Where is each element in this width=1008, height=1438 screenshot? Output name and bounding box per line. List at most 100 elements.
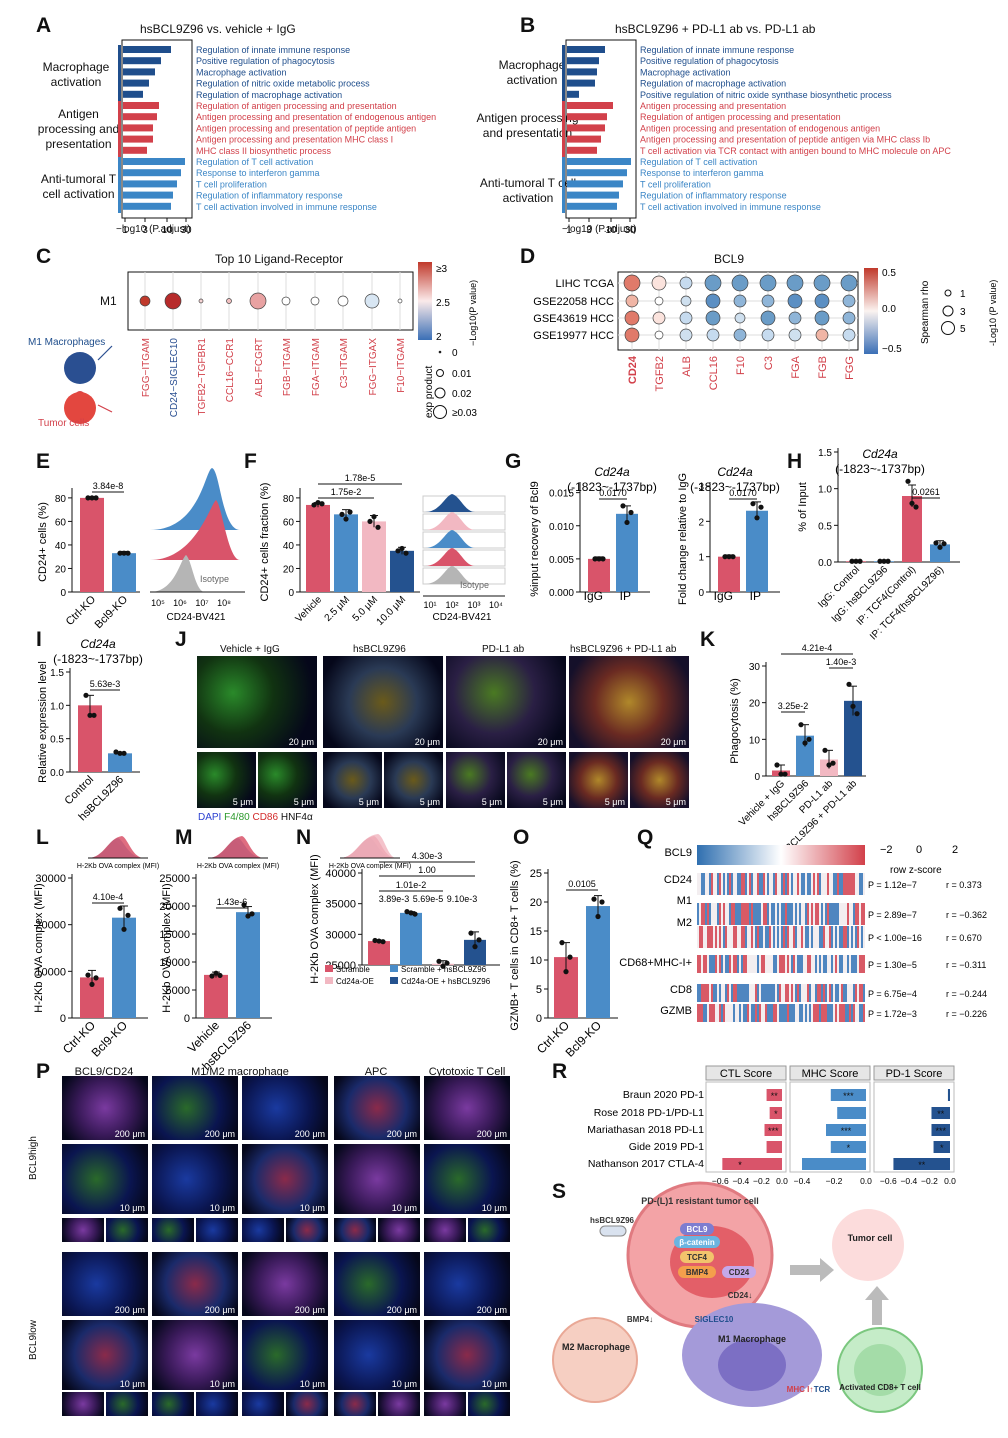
hm-cell-1-35 [767, 903, 769, 925]
hm-cell-2-63 [823, 926, 825, 948]
panel-letter-l: L [36, 826, 49, 849]
n-legend-label-0: Scramble [336, 965, 370, 974]
hm-cell-2-9 [715, 926, 717, 948]
y-tick-label-3: 60 [283, 517, 295, 528]
hm-cell-4-59 [815, 984, 817, 1002]
scale-label: 200 μm [204, 1129, 235, 1139]
q-r-5: r = −0.226 [946, 1009, 987, 1019]
panel-j-title-1: Vehicle + IgG [220, 644, 280, 655]
size-legend-dot-2 [941, 321, 955, 335]
y-tick-label-1: 5000 [166, 985, 190, 997]
s-label-6: CD24 [729, 1268, 750, 1277]
hm-cell-5-33 [763, 1004, 765, 1022]
y-tick-label-1: 20 [283, 564, 295, 575]
hm-cell-0-14 [725, 873, 727, 895]
hm-cell-3-6 [709, 955, 711, 973]
hm-cell-5-30 [757, 1004, 759, 1022]
hm-cell-2-1 [699, 926, 701, 948]
corr-dot-3-7 [815, 328, 829, 342]
panel-p-header-2: M1/M2 macrophage [191, 1066, 289, 1078]
bcatenin-pill [674, 1236, 720, 1248]
corr-dot-3-3 [706, 328, 720, 342]
hm-cell-0-40 [777, 873, 779, 895]
s-label-0: PD-(L)1 resistant tumor cell [641, 1196, 759, 1206]
hist-tick-2: 10³ [467, 600, 480, 610]
hm-cell-5-36 [769, 1004, 771, 1022]
hist-tick-1: 10⁶ [173, 598, 187, 608]
point-3-2 [941, 541, 947, 547]
hm-cell-4-61 [819, 984, 821, 1002]
hm-cell-0-75 [847, 873, 849, 895]
hm-cell-4-52 [801, 984, 803, 1002]
point-1-1 [624, 519, 630, 526]
hm-cell-4-22 [741, 984, 743, 1002]
enrich-bar-2 [123, 68, 155, 76]
hist-0 [425, 494, 475, 512]
hm-cell-4-33 [763, 984, 765, 1002]
hm-cell-3-17 [731, 955, 733, 973]
hm-cell-2-45 [787, 926, 789, 948]
hm-cell-1-67 [831, 903, 833, 925]
point-0-1 [853, 558, 859, 564]
panel-letter-s: S [552, 1180, 567, 1203]
group-strip-2 [562, 157, 565, 213]
lr-dot-6 [310, 296, 320, 306]
m1-cell [64, 352, 96, 384]
panel-q-heatmap: P = 1.12e−7 r = 0.373 P = 2.89e−7 r = −0.36… [619, 844, 987, 1022]
y-tick-label-0: 0.0 [818, 558, 832, 569]
enrich-term-8: Antigen processing and presentation of p… [640, 135, 930, 145]
panel-letter-r: R [552, 1060, 568, 1083]
panel-p-thumb-1-2-1 [286, 1392, 328, 1416]
point-0-1 [563, 969, 569, 975]
hm-cell-3-26 [749, 955, 751, 973]
q-row-label-5: CD8 [670, 984, 692, 996]
panel-p-image-2-1: 200 μm [152, 1252, 238, 1316]
enrich-term-6: Antigen processing and presentation of e… [196, 112, 436, 122]
corr-dot-0-4 [731, 274, 749, 292]
group-strip-0 [562, 45, 565, 101]
r-row-label-4: Nathanson 2017 CTLA-4 [588, 1158, 704, 1170]
hm-cell-5-73 [843, 1004, 845, 1022]
hm-cell-0-18 [733, 873, 735, 895]
hm-cell-2-6 [709, 926, 711, 948]
hm-cell-0-4 [705, 873, 707, 895]
hm-cell-1-76 [849, 903, 851, 925]
enrich-term-14: T cell activation involved in immune res… [640, 202, 821, 212]
hm-cell-5-63 [823, 1004, 825, 1022]
hm-cell-3-5 [707, 955, 709, 973]
hm-cell-4-63 [823, 984, 825, 1002]
scale-label: 5 μm [419, 797, 440, 807]
hm-cell-3-68 [833, 955, 835, 973]
s-label-13: Activated CD8+ T cell [839, 1383, 921, 1392]
hm-cell-5-76 [849, 1004, 851, 1022]
hm-cell-3-66 [829, 955, 831, 973]
y-axis-label: %input recovery of Bcl9 [529, 481, 541, 597]
s-label-9: M1 Macrophage [718, 1334, 786, 1344]
scale-label: 10 μm [481, 1379, 507, 1389]
point-1-1 [408, 910, 414, 916]
hm-cell-4-18 [733, 984, 735, 1002]
lr-pair-label-5: FGB−ITGAM [282, 338, 293, 396]
hm-cell-0-33 [763, 873, 765, 895]
hm-cell-0-9 [715, 873, 717, 895]
lr-pair-label-9: F10−ITGAM [396, 338, 407, 393]
q-r-1: r = −0.362 [946, 910, 987, 920]
enrich-bar-3 [123, 79, 149, 87]
hm-cell-2-58 [813, 926, 815, 948]
r-header-bg-1 [789, 1065, 871, 1081]
enrich-bar-14 [123, 202, 171, 210]
bar-1 [108, 753, 132, 772]
hm-cell-3-12 [721, 955, 723, 973]
corr-dot-3-4 [733, 328, 747, 342]
hm-cell-5-24 [745, 1004, 747, 1022]
hm-cell-5-59 [815, 1004, 817, 1022]
hm-cell-1-1 [699, 903, 701, 925]
hm-cell-1-17 [731, 903, 733, 925]
hm-cell-5-8 [713, 1004, 715, 1022]
y-axis-label: GZMB+ T cells in CD8+ T cells (%) [509, 860, 521, 1030]
y-axis-label: CD24+ cells (%) [37, 502, 49, 582]
point-1-0 [117, 905, 123, 911]
hm-cell-4-46 [789, 984, 791, 1002]
hm-cell-5-53 [803, 1004, 805, 1022]
bar-0 [718, 556, 740, 592]
